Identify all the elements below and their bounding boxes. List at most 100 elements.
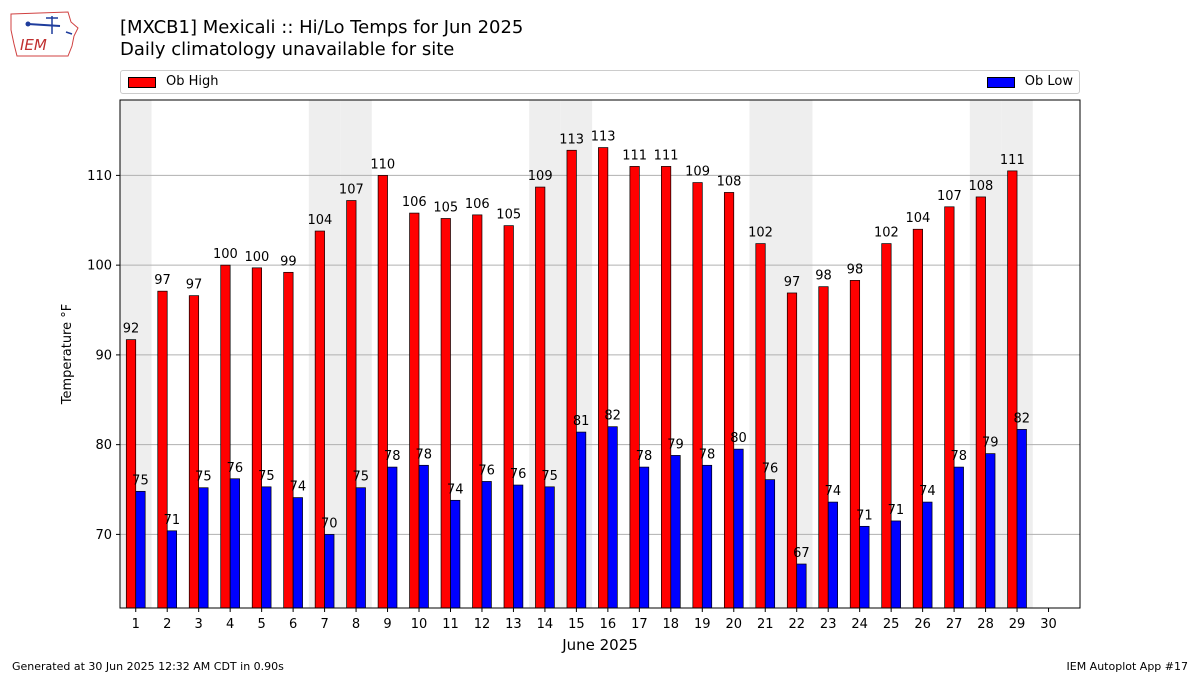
chart-title: [MXCB1] Mexicali :: Hi/Lo Temps for Jun … — [120, 17, 524, 38]
bar-low-14 — [544, 486, 555, 609]
label-low-15: 81 — [573, 414, 590, 429]
x-tick-label-18: 18 — [663, 617, 680, 632]
legend-label-high: Ob High — [166, 74, 219, 89]
weekend-band-29 — [1001, 100, 1033, 608]
x-tick-label-6: 6 — [289, 617, 297, 632]
bar-high-16 — [598, 147, 609, 609]
x-tick-label-23: 23 — [820, 617, 837, 632]
x-tick-label-13: 13 — [505, 617, 522, 632]
bar-high-4 — [220, 264, 231, 609]
label-low-5: 75 — [258, 469, 275, 484]
label-high-3: 97 — [186, 278, 203, 293]
label-low-26: 74 — [919, 484, 936, 499]
bar-low-12 — [481, 481, 492, 609]
label-high-28: 108 — [968, 179, 993, 194]
bar-high-24 — [849, 280, 861, 609]
label-low-4: 76 — [227, 461, 244, 476]
bar-high-15 — [566, 149, 577, 609]
x-axis-label: June 2025 — [561, 636, 638, 654]
weekend-band-15 — [560, 100, 593, 608]
weekend-band-21 — [749, 100, 781, 608]
label-low-29: 82 — [1013, 411, 1030, 426]
label-low-17: 78 — [636, 449, 653, 464]
bar-high-13 — [503, 225, 514, 609]
label-low-11: 74 — [447, 482, 464, 497]
label-high-7: 104 — [307, 213, 332, 228]
x-tick-label-24: 24 — [851, 617, 868, 632]
bar-low-22 — [796, 563, 807, 609]
label-low-6: 74 — [290, 480, 307, 495]
x-tick-label-19: 19 — [694, 617, 711, 632]
x-tick-label-10: 10 — [411, 617, 428, 632]
bar-high-9 — [377, 175, 388, 609]
bar-high-3 — [188, 295, 200, 609]
bar-low-16 — [607, 426, 618, 609]
label-high-29: 111 — [1000, 153, 1025, 168]
bar-high-2 — [157, 290, 168, 609]
bar-high-17 — [629, 166, 640, 609]
bar-low-7 — [324, 534, 335, 609]
x-tick-label-21: 21 — [757, 617, 774, 632]
bar-high-18 — [661, 166, 672, 609]
label-high-17: 111 — [622, 148, 647, 163]
bar-high-25 — [881, 243, 892, 609]
x-tick-label-4: 4 — [226, 617, 234, 632]
label-low-16: 82 — [604, 409, 621, 424]
label-high-5: 100 — [245, 250, 270, 265]
bar-low-13 — [513, 484, 524, 609]
bar-low-9 — [387, 466, 398, 609]
bar-low-8 — [355, 487, 366, 609]
label-high-8: 107 — [339, 183, 364, 198]
bar-high-11 — [440, 218, 451, 609]
y-tick-label-100: 100 — [87, 259, 112, 274]
weekend-band-1 — [120, 100, 152, 608]
bars — [125, 147, 1027, 609]
legend-swatch-high — [128, 76, 156, 88]
bar-low-29 — [1016, 429, 1027, 609]
label-low-14: 75 — [541, 469, 558, 484]
bar-low-25 — [890, 520, 901, 609]
bar-low-21 — [764, 479, 776, 609]
legend: Ob High Ob Low — [120, 70, 1080, 94]
weekend-band-22 — [780, 100, 813, 608]
bar-low-19 — [701, 464, 713, 609]
bar-low-27 — [953, 466, 964, 609]
label-high-14: 109 — [528, 169, 553, 184]
x-tick-label-30: 30 — [1040, 617, 1057, 632]
bar-low-3 — [198, 487, 209, 609]
bar-high-8 — [346, 200, 357, 609]
bar-low-5 — [261, 486, 272, 609]
bar-low-28 — [985, 453, 996, 609]
label-high-24: 98 — [847, 262, 864, 277]
label-high-11: 105 — [433, 200, 458, 215]
x-tick-label-2: 2 — [163, 617, 171, 632]
label-high-26: 104 — [905, 211, 930, 226]
legend-swatch-low — [986, 76, 1015, 88]
bar-high-6 — [283, 271, 294, 609]
generated-timestamp: Generated at 30 Jun 2025 12:32 AM CDT in… — [12, 660, 284, 673]
weekend-band-8 — [340, 100, 372, 608]
bar-high-1 — [125, 339, 137, 609]
bar-high-7 — [314, 230, 325, 609]
bar-low-10 — [418, 464, 429, 609]
plot-frame — [119, 99, 1081, 609]
x-tick-label-11: 11 — [442, 617, 459, 632]
label-low-8: 75 — [353, 470, 370, 485]
legend-item-low: Ob Low — [986, 75, 1073, 89]
label-low-13: 76 — [510, 467, 527, 482]
y-tick-label-110: 110 — [87, 169, 112, 184]
label-high-22: 97 — [784, 275, 801, 290]
label-high-2: 97 — [154, 273, 171, 288]
bar-high-28 — [975, 196, 986, 609]
x-tick-label-7: 7 — [320, 617, 328, 632]
legend-item-high: Ob High — [128, 75, 219, 89]
bar-low-4 — [229, 478, 240, 609]
label-low-1: 75 — [132, 473, 149, 488]
label-high-25: 102 — [874, 226, 899, 241]
label-high-16: 113 — [591, 130, 616, 145]
label-low-12: 76 — [478, 463, 495, 478]
logo-text: IEM — [20, 36, 47, 54]
label-low-2: 71 — [164, 513, 181, 528]
label-high-10: 106 — [402, 195, 427, 210]
bar-high-19 — [692, 182, 703, 609]
